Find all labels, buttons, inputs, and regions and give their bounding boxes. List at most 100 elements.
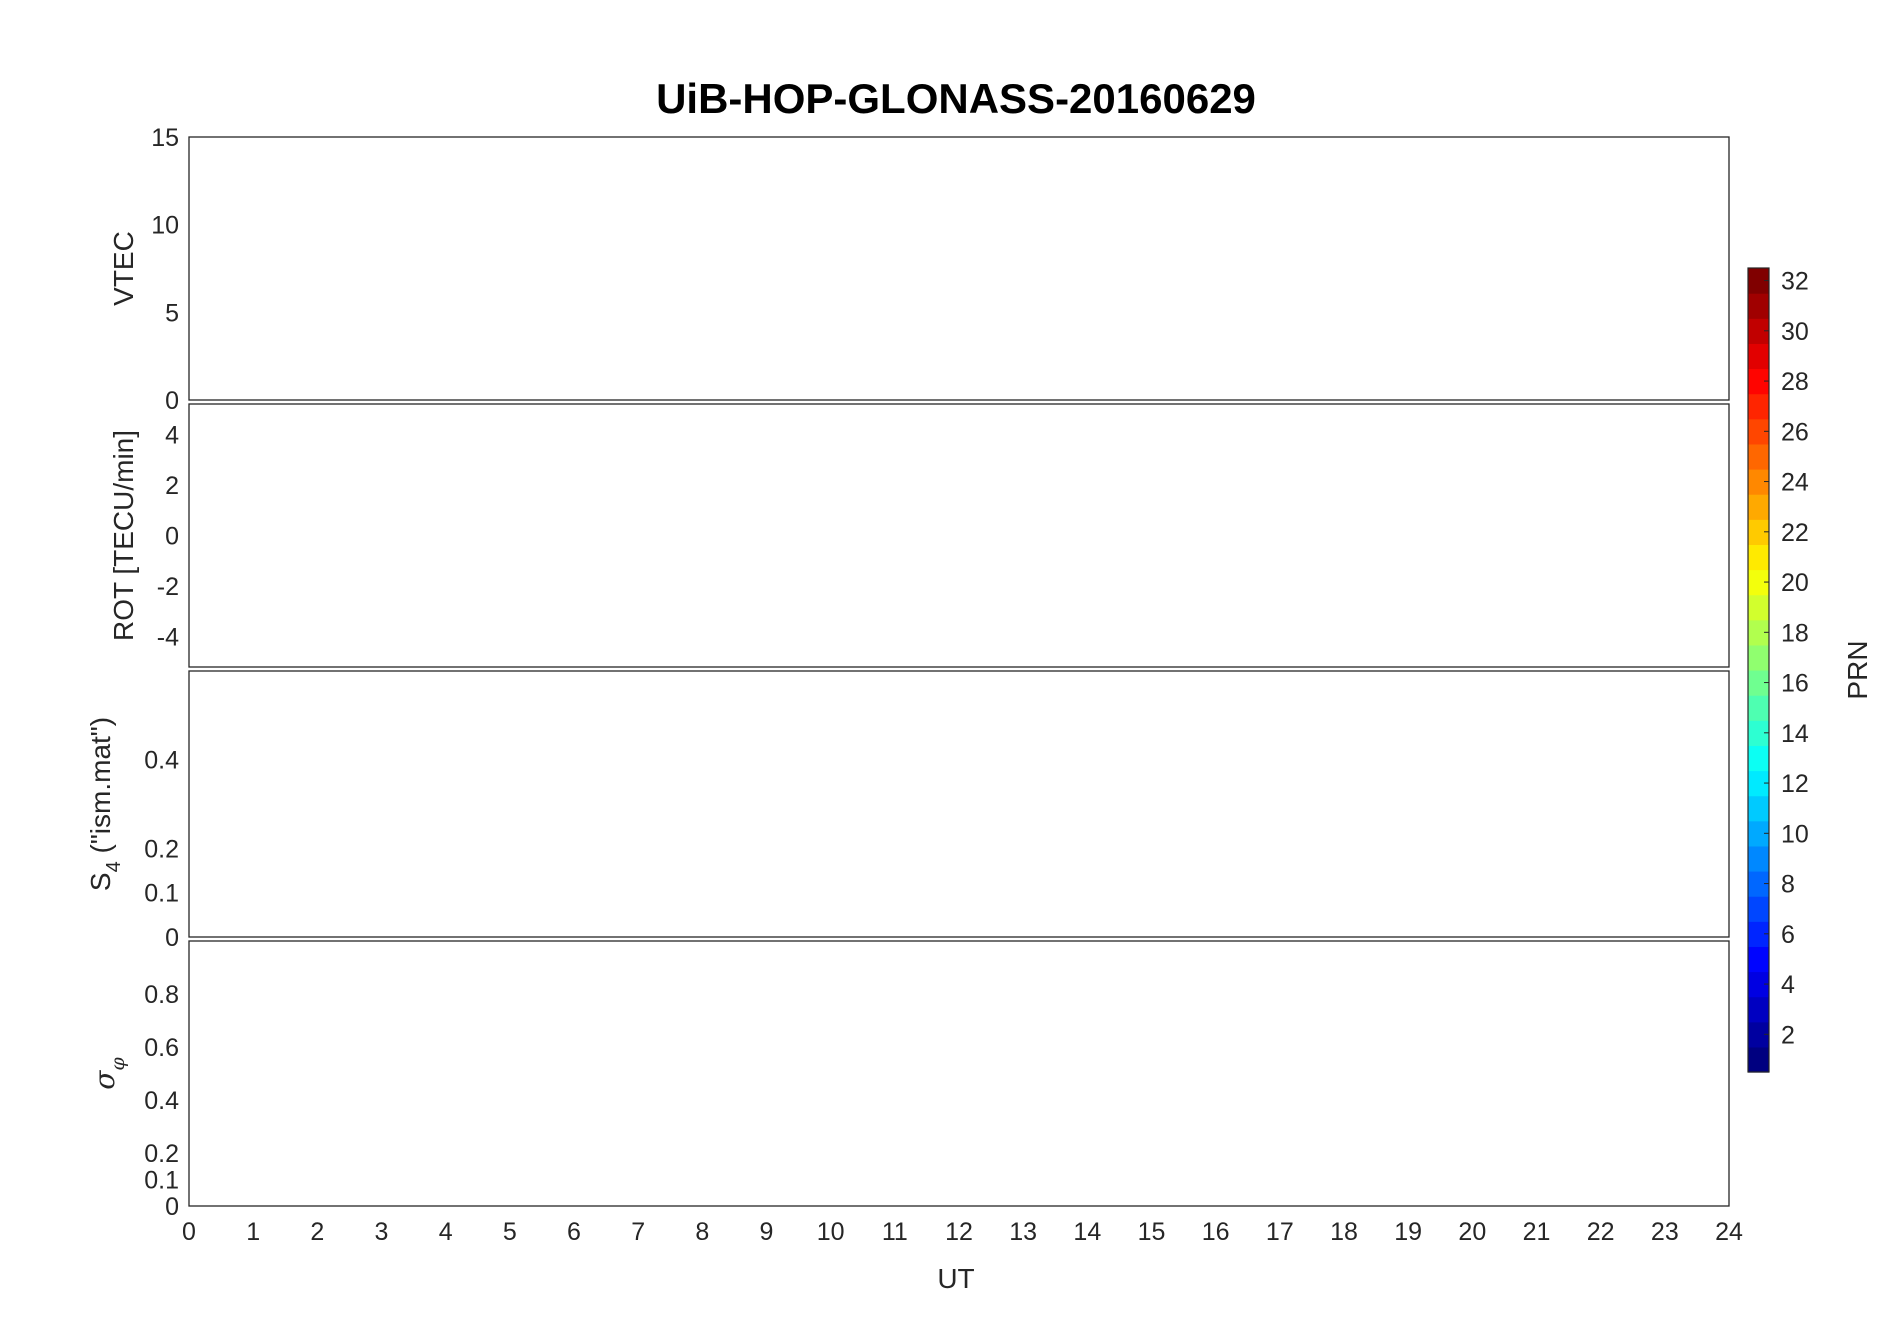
x-tick-label: 17 [1266, 1218, 1294, 1246]
colorbar-frame [1747, 267, 1770, 1073]
x-tick-label: 21 [1523, 1218, 1551, 1246]
panel-rot: -4 -2 0 2 4 ROT [TECU/min] [108, 403, 1730, 668]
y-tick-label: 0.4 [144, 1087, 179, 1115]
colorbar-swatch [1748, 670, 1769, 696]
colorbar-swatch [1748, 293, 1769, 319]
colorbar-swatch [1748, 845, 1769, 872]
colorbar-swatch [1748, 921, 1769, 947]
colorbar-label: PRN [1842, 640, 1873, 699]
colorbar-tick-label: 32 [1781, 268, 1809, 296]
colorbar-swatch [1748, 896, 1769, 922]
colorbar-tick-label: 18 [1781, 619, 1809, 647]
y-axis-label-main: S [85, 872, 116, 891]
colorbar-swatch [1748, 1046, 1769, 1073]
colorbar-tick-label: 24 [1781, 469, 1809, 497]
y-tick-label: 0.2 [144, 1140, 179, 1168]
x-tick-label: 3 [375, 1218, 389, 1246]
colorbar-swatch [1748, 268, 1769, 294]
colorbar-tick-label: 22 [1781, 519, 1809, 547]
colorbar-swatch [1748, 494, 1769, 520]
x-tick-label: 24 [1715, 1218, 1743, 1246]
figure-title: UiB-HOP-GLONASS-20160629 [656, 75, 1256, 122]
colorbar-swatch [1748, 443, 1769, 470]
x-tick-label: 11 [882, 1218, 908, 1246]
x-tick-label: 9 [760, 1218, 774, 1246]
axes-box [188, 403, 1730, 668]
colorbar-swatch [1748, 368, 1769, 395]
y-axis-label: S4 ("ism.mat") [85, 717, 125, 891]
colorbar-swatch [1748, 695, 1769, 721]
colorbar-swatch [1748, 469, 1769, 495]
y-axis-label-suffix: ("ism.mat") [85, 717, 116, 861]
colorbar-tick-label: 28 [1781, 368, 1809, 396]
colorbar-swatch [1748, 569, 1769, 596]
x-tick-label: 8 [695, 1218, 709, 1246]
colorbar-swatch [1748, 393, 1769, 420]
y-tick-label: 10 [151, 212, 179, 240]
colorbar-swatch [1748, 971, 1769, 998]
panel-s4: 0 0.1 0.2 0.4 S4 ("ism.mat") [85, 670, 1730, 952]
y-axis-label: VTEC [108, 231, 139, 306]
y-tick-label: 0.4 [144, 747, 179, 775]
y-tick-label: 0.1 [144, 1167, 179, 1195]
colorbar-tick-label: 10 [1781, 820, 1809, 848]
colorbar-tick-label: 30 [1781, 318, 1809, 346]
x-tick-label: 14 [1073, 1218, 1101, 1246]
y-tick-label: 0.2 [144, 835, 179, 863]
colorbar-swatch [1748, 318, 1769, 344]
x-tick-label: 15 [1138, 1218, 1166, 1246]
colorbar-swatch [1748, 871, 1769, 897]
y-tick-label: -4 [157, 624, 179, 652]
colorbar-tick-label: 12 [1781, 770, 1809, 798]
colorbar-swatch [1748, 720, 1769, 746]
colorbar-swatch [1748, 544, 1769, 571]
colorbar-swatch [1748, 519, 1769, 545]
colorbar-tick-label: 16 [1781, 670, 1809, 698]
colorbar-tick-label: 14 [1781, 720, 1809, 748]
x-tick-label: 10 [817, 1218, 845, 1246]
x-tick-label: 12 [945, 1218, 973, 1246]
colorbar-tick-label: 6 [1781, 921, 1795, 949]
colorbar-swatch [1748, 745, 1769, 772]
colorbar-tick-label: 26 [1781, 418, 1809, 446]
axes-box [188, 136, 1730, 401]
x-tick-label: 5 [503, 1218, 517, 1246]
x-tick-label: 2 [310, 1218, 324, 1246]
axes-box [188, 670, 1730, 938]
x-tick-label: 22 [1587, 1218, 1615, 1246]
panel-vtec: 0 5 10 15 VTEC [108, 124, 1730, 415]
x-tick-label: 23 [1651, 1218, 1679, 1246]
x-tick-label: 16 [1202, 1218, 1230, 1246]
y-tick-label: 5 [165, 299, 179, 327]
y-tick-label: -2 [157, 573, 179, 601]
colorbar-swatch [1748, 619, 1769, 646]
colorbar-swatch [1748, 594, 1769, 621]
colorbar-swatch [1748, 795, 1769, 822]
y-axis-label-main: σ [88, 1070, 121, 1090]
colorbar-swatch [1748, 343, 1769, 370]
colorbar-swatch [1748, 996, 1769, 1023]
colorbar-tick-label: 2 [1781, 1021, 1795, 1049]
x-axis-label: UT [937, 1263, 974, 1294]
x-tick-label: 20 [1458, 1218, 1486, 1246]
y-tick-label: 0 [165, 387, 179, 415]
x-tick-label: 0 [182, 1218, 196, 1246]
y-axis-label: ROT [TECU/min] [108, 430, 139, 641]
x-tick-label: 1 [246, 1218, 260, 1246]
y-tick-label: 0.1 [144, 880, 179, 908]
colorbar-swatch [1748, 644, 1769, 671]
axes-box [188, 940, 1730, 1207]
colorbar-swatch [1748, 820, 1769, 847]
x-tick-label: 18 [1330, 1218, 1358, 1246]
x-tick-label: 7 [631, 1218, 645, 1246]
colorbar-tick-label: 8 [1781, 871, 1795, 899]
colorbar-swatch [1748, 1021, 1769, 1048]
y-tick-label: 0 [165, 523, 179, 551]
y-tick-label: 0 [165, 924, 179, 952]
y-tick-label: 2 [165, 472, 179, 500]
x-tick-label: 19 [1394, 1218, 1422, 1246]
colorbar-swatch [1748, 770, 1769, 797]
